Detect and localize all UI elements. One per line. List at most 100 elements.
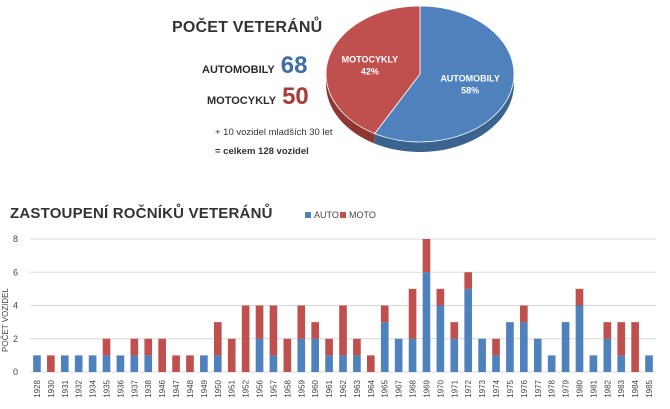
pie-slice-automobily	[374, 5, 515, 143]
pie-slice-side-motocykly	[326, 74, 375, 144]
bar-auto-1968	[408, 338, 417, 372]
y-tick-8: 8	[13, 234, 18, 244]
x-tick-1973: 1973	[478, 379, 487, 397]
note-total-vehicles: = celkem 128 vozidel	[215, 146, 309, 157]
pie-label-motocykly: MOTOCYKLY	[342, 55, 399, 65]
bar-auto-1979	[561, 322, 570, 372]
bar-auto-1950	[213, 355, 222, 372]
x-tick-1976: 1976	[520, 379, 529, 397]
bar-auto-1982	[603, 338, 612, 372]
bar-moto-1935	[102, 338, 111, 356]
bar-auto-1960	[311, 338, 320, 372]
bar-auto-1978	[547, 355, 556, 372]
x-tick-1985: 1985	[645, 379, 654, 397]
bar-auto-1969	[422, 272, 431, 372]
bar-auto-1973	[478, 338, 486, 372]
x-tick-1938: 1938	[144, 379, 153, 397]
pie-3d-sides	[326, 74, 514, 152]
pie-slices	[325, 5, 515, 143]
legend-moto: MOTO	[340, 210, 376, 220]
x-tick-1980: 1980	[575, 379, 584, 397]
y-tick-0: 0	[13, 367, 18, 377]
x-tick-1984: 1984	[631, 379, 640, 397]
bar-auto-1932	[74, 355, 83, 372]
x-tick-1958: 1958	[283, 379, 292, 397]
bar-auto-1934	[88, 355, 97, 372]
bar-auto-1976	[520, 322, 528, 372]
bar-auto-1977	[533, 338, 542, 372]
x-tick-1969: 1969	[422, 379, 431, 397]
pie-chart: AUTOMOBILY 58% MOTOCYKLY 42%	[325, 5, 515, 152]
bar-moto-1948	[186, 355, 194, 372]
bar-moto-1957	[269, 305, 278, 356]
bar-moto-1952	[241, 305, 250, 372]
legend-auto: AUTO	[305, 210, 339, 220]
bar-moto-1958	[283, 338, 292, 372]
bar-moto-1974	[492, 338, 500, 356]
bar-moto-1950	[213, 322, 222, 356]
x-tick-1971: 1971	[450, 379, 459, 397]
bar-moto-1965	[380, 305, 389, 323]
x-tick-1951: 1951	[228, 379, 237, 397]
bar-auto-1928	[33, 355, 41, 372]
bar-auto-1981	[589, 355, 598, 372]
pie-label-automobily: AUTOMOBILY	[440, 73, 500, 83]
bar-moto-1938	[144, 338, 153, 356]
x-tick-1949: 1949	[200, 379, 209, 397]
bar-moto-1982	[603, 322, 612, 339]
x-tick-1930: 1930	[47, 379, 56, 397]
bar-auto-1935	[102, 355, 111, 372]
y-axis-ticks: 0 2 4 6 8	[13, 234, 18, 377]
bar-moto-1961	[325, 338, 333, 356]
bar-moto-1972	[464, 272, 473, 289]
pie-percent-automobily: 58%	[461, 85, 479, 95]
y-tick-2: 2	[13, 334, 18, 344]
bar-auto-1985	[645, 355, 653, 372]
x-tick-1977: 1977	[534, 379, 543, 397]
x-axis-ticks: 1928 1930 1931 1932 1934 1935 1936 1937 1938 1946…	[33, 379, 654, 397]
bar-moto-1984	[631, 322, 639, 372]
y-axis-label: POČET VOZIDEL	[1, 288, 10, 352]
x-tick-1948: 1948	[186, 379, 195, 397]
bar-auto-1949	[200, 355, 208, 372]
bar-auto-1972	[464, 288, 473, 372]
bar-moto-1968	[408, 288, 417, 339]
bar-auto-1961	[325, 355, 333, 372]
x-tick-1936: 1936	[116, 379, 125, 397]
x-tick-1937: 1937	[130, 379, 139, 397]
x-tick-1968: 1968	[409, 379, 418, 397]
x-tick-1963: 1963	[353, 379, 362, 397]
bar-chart: 0 2 4 6 8 POČET VOZIDEL 1928 1930 1931 1932 1934…	[1, 234, 656, 398]
legend-moto-swatch	[340, 212, 346, 218]
legend-auto-swatch	[305, 212, 311, 218]
summary-title: POČET VETERÁNŮ	[172, 19, 323, 36]
x-tick-1983: 1983	[617, 379, 626, 397]
bar-moto-1930	[47, 355, 55, 372]
bars	[33, 239, 653, 372]
x-tick-1935: 1935	[103, 379, 112, 397]
bar-moto-1980	[575, 288, 584, 306]
legend-auto-label: AUTO	[314, 210, 339, 220]
x-tick-1974: 1974	[492, 379, 501, 397]
bar-auto-1967	[394, 338, 403, 372]
note-younger-vehicles: + 10 vozidel mladších 30 let	[215, 127, 333, 138]
bar-auto-1970	[436, 305, 445, 372]
bar-auto-1956	[255, 338, 264, 372]
automobily-count-row: AUTOMOBILY 68	[202, 52, 307, 80]
bar-auto-1957	[269, 355, 278, 372]
x-tick-1947: 1947	[172, 379, 181, 397]
x-tick-1965: 1965	[381, 379, 390, 397]
x-tick-1956: 1956	[256, 379, 265, 397]
x-tick-1959: 1959	[297, 379, 306, 397]
x-tick-1964: 1964	[367, 379, 376, 397]
bar-auto-1983	[617, 355, 626, 372]
bar-moto-1964	[366, 355, 375, 372]
bar-auto-1975	[506, 322, 514, 372]
pie-percent-motocykly: 42%	[361, 67, 379, 77]
x-tick-1950: 1950	[214, 379, 223, 397]
bar-auto-1965	[380, 322, 389, 372]
pie-labels: AUTOMOBILY 58% MOTOCYKLY 42%	[342, 55, 500, 96]
x-tick-1960: 1960	[311, 379, 320, 397]
x-tick-1979: 1979	[562, 379, 571, 397]
bar-auto-1936	[116, 355, 125, 372]
